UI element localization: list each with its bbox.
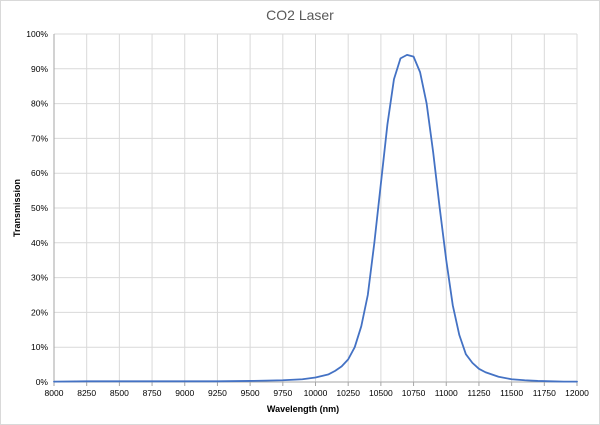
y-tick-label: 50% <box>31 203 48 213</box>
y-tick-label: 10% <box>31 342 48 352</box>
x-tick-label: 8500 <box>110 388 129 398</box>
x-tick-label: 11500 <box>500 388 523 398</box>
chart-title: CO2 Laser <box>266 7 334 23</box>
series-line <box>53 53 578 383</box>
y-tick-label: 40% <box>31 238 48 248</box>
y-tick-label: 0% <box>36 377 49 387</box>
x-tick-label: 10000 <box>304 388 328 398</box>
tick-labels: 8000 8250 8500 8750 9000 9250 9500 9750 10000 102… <box>26 29 589 398</box>
y-axis-title: Transmission <box>12 179 22 237</box>
y-tick-label: 90% <box>31 64 48 74</box>
x-tick-label: 12000 <box>565 388 589 398</box>
x-tick-label: 11750 <box>533 388 556 398</box>
x-tick-label: 11000 <box>435 388 458 398</box>
x-tick-label: 9000 <box>175 388 194 398</box>
x-tick-label: 9500 <box>241 388 260 398</box>
x-tick-label: 8000 <box>45 388 64 398</box>
x-tick-label: 8750 <box>143 388 162 398</box>
x-tick-label: 10250 <box>336 388 360 398</box>
y-tick-label: 80% <box>31 99 48 109</box>
x-tick-label: 10750 <box>402 388 426 398</box>
y-tick-label: 70% <box>31 133 48 143</box>
x-tick-label: 10500 <box>369 388 393 398</box>
grid-lines <box>54 33 578 382</box>
y-tick-label: 100% <box>26 29 48 39</box>
y-tick-label: 30% <box>31 273 48 283</box>
y-tick-label: 60% <box>31 168 48 178</box>
x-tick-label: 11250 <box>467 388 490 398</box>
x-tick-label: 9250 <box>208 388 227 398</box>
x-tick-label: 8250 <box>77 388 96 398</box>
x-tick-label: 9750 <box>273 388 292 398</box>
series-layer <box>53 53 578 383</box>
y-tick-label: 20% <box>31 307 48 317</box>
x-axis-title: Wavelength (nm) <box>267 404 339 414</box>
